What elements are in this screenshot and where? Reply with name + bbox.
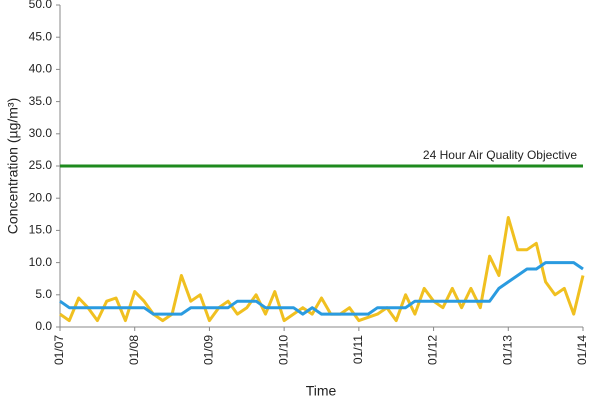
x-tick-label: 01/14 — [575, 335, 589, 365]
y-tick-label: 5.0 — [35, 287, 52, 301]
y-tick-label: 30.0 — [29, 126, 53, 140]
y-tick-label: 35.0 — [29, 94, 53, 108]
objective-label: 24 Hour Air Quality Objective — [423, 148, 577, 162]
x-tick-label: 01/09 — [202, 335, 216, 365]
x-tick-label: 01/10 — [276, 335, 290, 365]
y-tick-label: 40.0 — [29, 62, 53, 76]
x-tick-label: 01/13 — [500, 335, 514, 365]
x-axis-label: Time — [306, 383, 337, 399]
series-line — [59, 261, 584, 316]
x-tick-label: 01/08 — [127, 335, 141, 365]
x-tick-label: 01/11 — [351, 335, 365, 364]
y-tick-label: 25.0 — [29, 158, 53, 172]
y-tick-label: 10.0 — [29, 255, 53, 269]
x-tick-label: 01/12 — [426, 335, 440, 365]
y-tick-label: 0.0 — [35, 319, 52, 333]
y-axis-label: Concentration (µg/m³) — [5, 98, 21, 234]
y-tick-label: 20.0 — [29, 190, 53, 204]
x-tick-label: 01/07 — [52, 335, 66, 365]
y-tick-label: 50.0 — [29, 0, 53, 11]
y-tick-label: 15.0 — [29, 223, 53, 237]
series-line — [59, 216, 585, 323]
y-tick-label: 45.0 — [29, 29, 53, 43]
